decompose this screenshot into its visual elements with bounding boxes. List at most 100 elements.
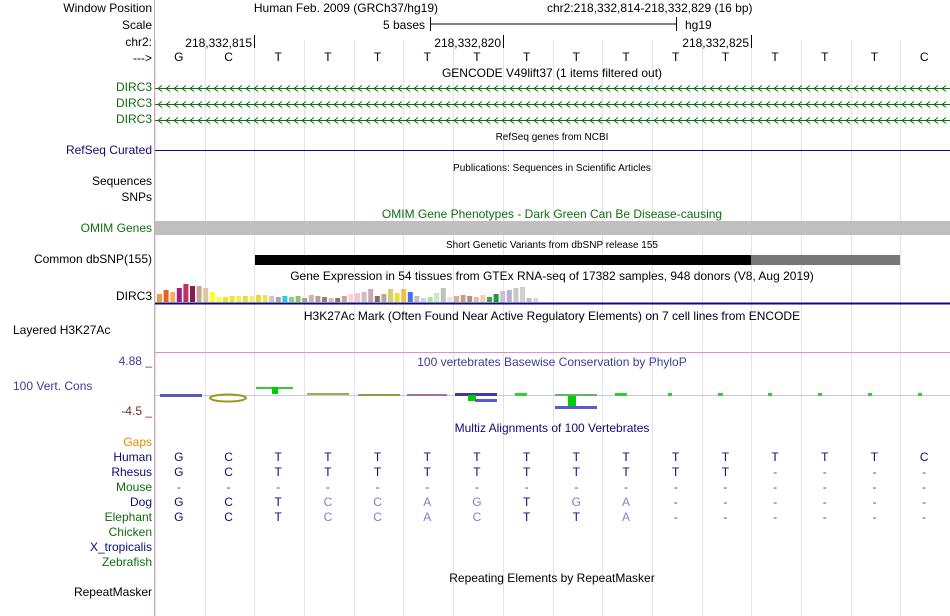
gtex-tissue-bar[interactable]	[229, 296, 235, 302]
gtex-tissue-bar[interactable]	[223, 297, 228, 302]
species-human-label[interactable]: Human	[113, 450, 152, 464]
gtex-tissue-bar[interactable]	[289, 297, 294, 302]
gtex-tissue-bar[interactable]	[190, 286, 195, 302]
tick-label: 218,332,815	[185, 36, 252, 50]
alignment-base: A	[622, 510, 630, 524]
gencode-label-3[interactable]: DIRC3	[115, 112, 152, 126]
pubs-snps-label[interactable]: SNPs	[121, 190, 152, 204]
gtex-tissue-bar[interactable]	[163, 290, 169, 302]
gtex-tissue-bar[interactable]	[256, 295, 261, 302]
dbsnp-label[interactable]: Common dbSNP(155)	[33, 252, 152, 266]
gtex-tissue-bar[interactable]	[262, 295, 268, 302]
multiz-alignment-rows[interactable]: G C T T T T T T T T T T T T T CG C T T T T T T T T T T - - - -- - - - - - - -…	[174, 450, 929, 524]
gencode-label-2[interactable]: DIRC3	[115, 96, 152, 110]
gtex-tissue-bar[interactable]	[460, 295, 466, 302]
gtex-tissue-bar[interactable]	[447, 297, 453, 302]
gtex-tissue-bar[interactable]	[341, 296, 347, 302]
h3k27ac-label[interactable]: Layered H3K27Ac	[13, 323, 111, 337]
phylop-label[interactable]: 100 Vert. Cons	[13, 379, 93, 393]
gtex-tissue-bar[interactable]	[282, 296, 288, 302]
gtex-tissue-bar[interactable]	[275, 297, 281, 302]
gtex-tissue-bar[interactable]	[427, 297, 433, 302]
gtex-tissue-bar[interactable]	[520, 287, 525, 302]
gtex-tissue-bar[interactable]	[533, 298, 539, 302]
species-chicken-label[interactable]: Chicken	[108, 525, 152, 539]
phylop-max-label: 4.88 _	[118, 354, 152, 368]
gtex-tissue-bar[interactable]	[348, 294, 354, 302]
gtex-label[interactable]: DIRC3	[115, 289, 152, 303]
gtex-tissue-bar[interactable]	[328, 298, 334, 302]
gtex-tissue-bar[interactable]	[467, 296, 473, 302]
pubs-sequences-label[interactable]: Sequences	[91, 174, 152, 188]
gtex-tissue-bar[interactable]	[506, 290, 512, 302]
omim-feature-bar[interactable]	[155, 221, 950, 235]
gtex-tissue-bar[interactable]	[401, 289, 407, 302]
gtex-tissue-bar[interactable]	[335, 298, 341, 302]
gtex-tissue-bar[interactable]	[203, 288, 209, 302]
gtex-tissue-bar[interactable]	[249, 296, 255, 302]
alignment-base: T	[622, 450, 630, 464]
rmsk-label[interactable]: RepeatMasker	[73, 585, 152, 599]
gtex-tissue-bar[interactable]	[322, 297, 327, 302]
gtex-tissue-bar[interactable]	[176, 288, 182, 302]
gencode-label-1[interactable]: DIRC3	[115, 80, 152, 94]
scale-bar	[430, 17, 677, 31]
gencode-transcript-line[interactable]	[155, 101, 950, 108]
gtex-expression-bars[interactable]	[157, 284, 539, 302]
gtex-tissue-bar[interactable]	[302, 298, 308, 302]
multiz-gaps-label[interactable]: Gaps	[123, 435, 152, 449]
gtex-tissue-bar[interactable]	[183, 284, 189, 302]
gtex-tissue-bar[interactable]	[480, 295, 486, 302]
gencode-transcript-line[interactable]	[155, 117, 950, 124]
gtex-tissue-bar[interactable]	[196, 286, 202, 302]
species-dog-label[interactable]: Dog	[129, 495, 152, 509]
gencode-transcripts[interactable]	[155, 85, 950, 124]
species-rhesus-label[interactable]: Rhesus	[111, 465, 152, 479]
omim-label[interactable]: OMIM Genes	[80, 221, 152, 235]
gtex-tissue-bar[interactable]	[434, 293, 440, 302]
refseq-label[interactable]: RefSeq Curated	[65, 143, 152, 157]
species-elephant-label[interactable]: Elephant	[104, 510, 152, 524]
gtex-tissue-bar[interactable]	[394, 293, 400, 302]
gtex-tissue-bar[interactable]	[500, 291, 506, 302]
gtex-tissue-bar[interactable]	[170, 292, 176, 302]
gtex-tissue-bar[interactable]	[308, 295, 314, 302]
species-zebrafish-label[interactable]: Zebrafish	[101, 555, 152, 569]
browser-image[interactable]: Human Feb. 2009 (GRCh37/hg19) chr2:218,3…	[155, 0, 950, 616]
species-xtropicalis-label[interactable]: X_tropicalis	[89, 540, 152, 554]
gtex-tissue-bar[interactable]	[242, 296, 248, 302]
gtex-tissue-bar[interactable]	[236, 296, 242, 302]
gtex-tissue-bar[interactable]	[374, 296, 380, 302]
gtex-tissue-bar[interactable]	[526, 298, 532, 302]
gencode-transcript-line[interactable]	[155, 85, 950, 92]
phylop-conservation-plot[interactable]	[155, 387, 950, 409]
alignment-base: A	[423, 510, 431, 524]
gtex-tissue-bar[interactable]	[315, 296, 321, 302]
gtex-tissue-bar[interactable]	[513, 288, 519, 302]
alignment-base: T	[523, 510, 531, 524]
gtex-tissue-bar[interactable]	[454, 296, 459, 302]
gtex-tissue-bar[interactable]	[487, 297, 492, 302]
gtex-tissue-bar[interactable]	[440, 288, 446, 302]
gtex-tissue-bar[interactable]	[216, 297, 222, 302]
gtex-tissue-bar[interactable]	[381, 294, 387, 302]
alignment-base: T	[573, 450, 581, 464]
alignment-base: C	[920, 450, 929, 464]
base-letter: C	[920, 50, 929, 64]
dbsnp-variant-bar-2[interactable]	[751, 255, 900, 265]
dbsnp-variant-bar[interactable]	[255, 255, 900, 265]
gtex-tissue-bar[interactable]	[473, 297, 479, 302]
gtex-tissue-bar[interactable]	[157, 294, 162, 302]
gtex-tissue-bar[interactable]	[414, 296, 420, 302]
gtex-tissue-bar[interactable]	[209, 292, 215, 302]
gtex-tissue-bar[interactable]	[355, 293, 360, 302]
gtex-tissue-bar[interactable]	[407, 292, 413, 302]
gtex-tissue-bar[interactable]	[493, 294, 499, 302]
gtex-tissue-bar[interactable]	[368, 289, 374, 302]
gtex-tissue-bar[interactable]	[269, 296, 275, 302]
gtex-tissue-bar[interactable]	[295, 296, 301, 302]
gtex-tissue-bar[interactable]	[361, 292, 367, 302]
gtex-tissue-bar[interactable]	[421, 298, 426, 302]
gtex-tissue-bar[interactable]	[388, 289, 393, 302]
species-mouse-label[interactable]: Mouse	[115, 480, 152, 494]
